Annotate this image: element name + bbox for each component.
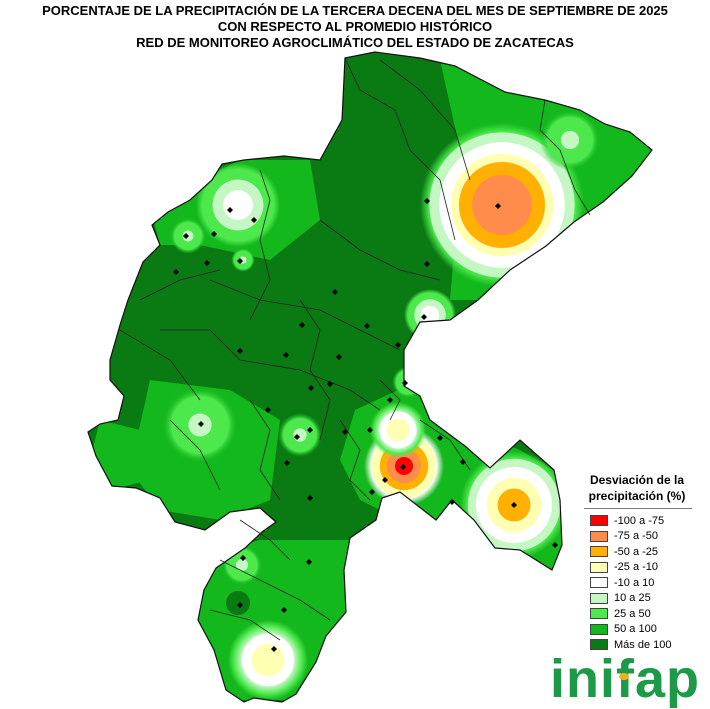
station-diamond-icon (369, 489, 375, 495)
station-diamond-icon (367, 427, 373, 433)
station-diamond-icon (552, 542, 558, 548)
legend-swatch (590, 592, 608, 604)
anomaly-c-green-2 (392, 366, 424, 398)
station-diamond-icon (299, 322, 305, 328)
station-diamond-icon (265, 407, 271, 413)
legend-swatch (590, 515, 608, 527)
station-diamond-icon (294, 434, 300, 440)
title-line-3: RED DE MONITOREO AGROCLIMÁTICO DEL ESTAD… (136, 35, 574, 50)
station-diamond-icon (307, 495, 313, 501)
anomaly-s-green (222, 545, 262, 585)
station-diamond-icon (364, 323, 370, 329)
station-diamond-icon (284, 460, 290, 466)
anomaly-n-green (231, 248, 255, 272)
station-diamond-icon (307, 427, 313, 433)
anomaly-center-green (278, 413, 322, 457)
legend-label: 50 a 100 (614, 623, 657, 636)
legend-item: 10 a 25 (590, 591, 696, 607)
station-diamond-icon (211, 231, 217, 237)
legend-swatch (590, 608, 608, 620)
title-line-1: PORCENTAJE DE LA PRECIPITACIÓN DE LA TER… (42, 3, 668, 18)
legend-item: -25 a -10 (590, 560, 696, 576)
station-diamond-icon (237, 258, 243, 264)
station-diamond-icon (421, 314, 427, 320)
anomaly-s-dark (226, 591, 250, 615)
legend-items: -100 a -75 -75 a -50 -50 a -25 -25 a -10 -10… (578, 513, 696, 653)
legend-label: -100 a -75 (614, 514, 665, 527)
station-diamond-icon (395, 342, 401, 348)
legend-label: -50 a -25 (614, 545, 659, 558)
station-diamond-icon (424, 198, 430, 204)
municipal-boundaries (119, 57, 591, 641)
legend-title-line-1: Desviación de la (589, 473, 685, 487)
legend-item: -50 a -25 (590, 544, 696, 560)
station-diamond-icon (237, 348, 243, 354)
legend-label: 10 a 25 (614, 592, 651, 605)
legend-item: Más de 100 (590, 637, 696, 653)
legend-label: Más de 100 (614, 638, 672, 651)
station-diamond-icon (251, 217, 257, 223)
station-diamond-icon (308, 385, 314, 391)
station-diamond-icon (240, 555, 246, 561)
legend-swatch (590, 577, 608, 589)
legend-item: 50 a 100 (590, 622, 696, 638)
title-line-2: CON RESPECTO AL PROMEDIO HISTÓRICO (217, 19, 493, 34)
station-diamond-icon (332, 289, 338, 295)
anomaly-ne-green (540, 110, 600, 170)
legend-item: -10 a 10 (590, 575, 696, 591)
legend-swatch (590, 530, 608, 542)
legend: Desviación de la precipitación (%) -100 … (578, 472, 696, 653)
station-diamond-icon (387, 397, 393, 403)
station-diamond-icon (382, 477, 388, 483)
legend-swatch (590, 546, 608, 558)
station-diamond-icon (204, 260, 210, 266)
station-diamond-icon (460, 459, 466, 465)
logo-leaf-icon (619, 673, 629, 680)
map-title: PORCENTAJE DE LA PRECIPITACIÓN DE LA TER… (0, 3, 710, 51)
station-diamond-icon (283, 352, 289, 358)
station-diamond-icon (437, 435, 443, 441)
station-markers (173, 198, 558, 652)
station-diamond-icon (198, 421, 204, 427)
station-diamond-icon (271, 646, 277, 652)
legend-label: -10 a 10 (614, 576, 655, 589)
station-diamond-icon (495, 203, 501, 209)
legend-item: -100 a -75 (590, 513, 696, 529)
station-diamond-icon (173, 269, 179, 275)
legend-item: -75 a -50 (590, 529, 696, 545)
legend-title-line-2: precipitación (%) (588, 489, 686, 503)
station-diamond-icon (449, 499, 455, 505)
station-diamond-icon (424, 261, 430, 267)
station-diamond-icon (402, 380, 408, 386)
legend-item: 25 a 50 (590, 606, 696, 622)
legend-swatch (590, 639, 608, 651)
legend-divider (584, 508, 692, 509)
station-diamond-icon (183, 233, 189, 239)
anomaly-center-paleyellow (370, 402, 426, 458)
station-diamond-icon (327, 381, 333, 387)
legend-swatch (590, 623, 608, 635)
station-diamond-icon (281, 607, 287, 613)
station-diamond-icon (336, 354, 342, 360)
station-diamond-icon (306, 559, 312, 565)
legend-label: -75 a -50 (614, 530, 659, 543)
station-diamond-icon (511, 502, 517, 508)
station-diamond-icon (227, 207, 233, 213)
station-diamond-icon (400, 464, 406, 470)
legend-label: 25 a 50 (614, 607, 651, 620)
anomaly-south-paleyellow (228, 620, 308, 700)
station-diamond-icon (342, 429, 348, 435)
station-diamond-icon (237, 602, 243, 608)
legend-title: Desviación de la precipitación (%) (578, 472, 696, 504)
anomaly-north-white (196, 163, 280, 247)
legend-label: -25 a -10 (614, 561, 659, 574)
anomaly-northeast-orange (420, 123, 584, 287)
legend-swatch (590, 561, 608, 573)
anomaly-north-white-2 (404, 289, 456, 341)
